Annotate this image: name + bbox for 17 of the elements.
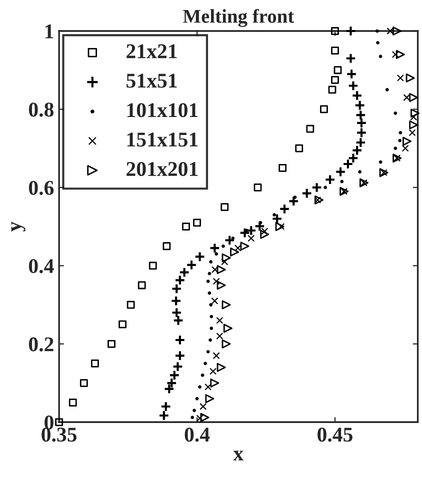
- y-tick-label: 0.6: [28, 180, 54, 195]
- y-tick-label: 0.4: [28, 259, 54, 274]
- legend-label: 21x21: [126, 44, 177, 58]
- x-tick-label: 0.4: [184, 428, 210, 442]
- legend-label: 101x101: [127, 103, 198, 118]
- legend-label: 201x201: [126, 162, 198, 176]
- x-axis-title: x: [233, 450, 244, 460]
- y-axis-title: y: [11, 222, 26, 232]
- x-tick-label: 0.45: [318, 428, 352, 442]
- y-tick-label: 0.2: [28, 337, 54, 352]
- chart-title: Melting front: [183, 8, 294, 27]
- y-tick-label: 0.8: [28, 102, 54, 117]
- y-tick-label: 1: [45, 24, 54, 38]
- y-tick-label: 0: [44, 416, 54, 430]
- legend-label: 151x151: [127, 132, 198, 147]
- x-tick-label: 0.35: [42, 428, 77, 442]
- legend-label: 51x51: [126, 74, 177, 88]
